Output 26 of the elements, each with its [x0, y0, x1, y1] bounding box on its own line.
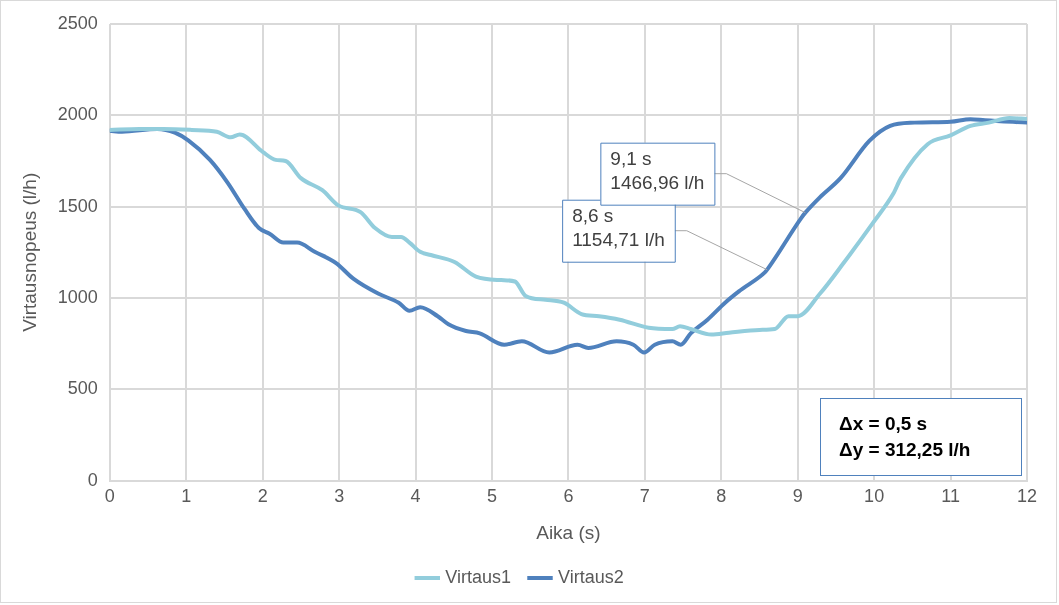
x-tick-label: 0 — [104, 486, 115, 507]
annotation: 9,1 s 1466,96 l/h — [610, 148, 705, 194]
x-axis-title: Aika (s) — [536, 521, 601, 543]
x-tick-label: 10 — [864, 486, 885, 507]
x-tick-label: 12 — [1016, 486, 1038, 507]
x-tick-label: 3 — [334, 486, 345, 507]
x-tick-label: 7 — [639, 486, 650, 507]
y-tick-label: 0 — [87, 469, 98, 490]
x-tick-label: 4 — [410, 486, 421, 507]
y-tick-label: 2500 — [57, 12, 98, 33]
legend-label: Virtaus1 — [445, 566, 512, 587]
text-box: Δx = 0,5 s Δy = 312,25 l/h — [820, 397, 1022, 476]
x-tick-label: 11 — [941, 486, 960, 507]
x-tick-label: 8 — [716, 486, 727, 507]
y-tick-label: 1000 — [57, 286, 98, 307]
annotation: 8,6 s 1154,71 l/h — [572, 205, 665, 251]
x-tick-label: 1 — [181, 486, 192, 507]
y-tick-label: 500 — [67, 378, 98, 399]
x-tick-label: 6 — [563, 486, 574, 507]
x-tick-label: 5 — [486, 486, 497, 507]
y-tick-label: 2000 — [57, 104, 98, 125]
legend-label: Virtaus2 — [558, 566, 624, 587]
y-axis-title: Virtausnopeus (l/h) — [18, 172, 40, 332]
x-tick-label: 2 — [257, 486, 268, 507]
x-tick-label: 9 — [792, 486, 803, 507]
y-tick-label: 1500 — [57, 195, 98, 216]
